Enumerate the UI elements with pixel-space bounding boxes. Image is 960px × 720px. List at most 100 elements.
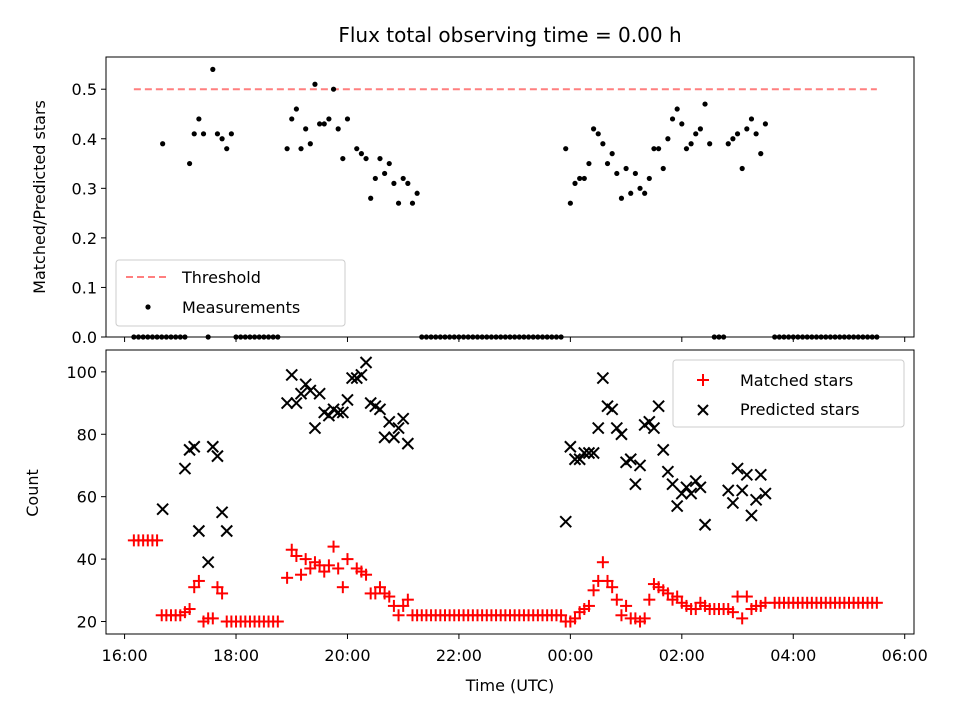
predicted-stars-point	[564, 440, 577, 453]
measurement-point	[762, 121, 769, 127]
measurement-point	[214, 131, 221, 137]
x-tick-label: 16:00	[102, 646, 148, 665]
measurement-point	[312, 81, 318, 87]
bottom-axes-frame	[105, 349, 915, 635]
predicted-stars-point	[661, 465, 675, 478]
measurement-point	[335, 126, 341, 132]
measurement-point	[358, 151, 365, 157]
predicted-stars-point	[201, 556, 215, 569]
measurement-point	[609, 151, 615, 157]
measurement-point	[186, 160, 193, 167]
top-legend: Threshold Measurements	[115, 259, 346, 327]
predicted-stars-point	[596, 371, 610, 385]
legend-measurements-label: Measurements	[182, 298, 300, 317]
matched-stars-point	[587, 584, 600, 597]
measurement-point	[191, 131, 197, 137]
measurement-point	[637, 185, 643, 191]
predicted-stars-point	[345, 371, 359, 385]
measurement-point	[317, 121, 323, 127]
top-marks	[131, 66, 880, 340]
measurement-point	[160, 141, 166, 147]
predicted-stars-point	[396, 412, 410, 425]
measurement-point	[758, 151, 764, 157]
predicted-stars-point	[211, 449, 224, 463]
predicted-stars-point	[373, 403, 387, 416]
predicted-stars-point	[610, 421, 624, 435]
measurement-point	[646, 175, 652, 182]
matched-stars-point	[736, 612, 749, 625]
measurement-point	[725, 141, 731, 147]
measurement-point	[614, 170, 620, 177]
predicted-stars-point	[156, 502, 169, 516]
measurement-point	[707, 141, 713, 147]
measurement-point	[303, 126, 309, 132]
predicted-stars-point	[633, 459, 647, 472]
matched-stars-point	[206, 612, 219, 625]
predicted-stars-point	[666, 477, 679, 491]
predicted-stars-point	[308, 421, 322, 435]
predicted-stars-point	[559, 515, 572, 528]
predicted-stars-point	[670, 499, 684, 513]
measurement-point	[623, 165, 629, 172]
matched-stars-point	[188, 581, 201, 594]
matched-stars-point	[569, 612, 582, 625]
y-tick-label: 0.2	[72, 229, 97, 248]
predicted-stars-point	[331, 406, 345, 419]
measurement-point	[618, 195, 625, 201]
x-tick-label: 00:00	[547, 646, 593, 665]
measurement-point	[679, 121, 685, 127]
predicted-stars-point	[684, 487, 698, 500]
matched-stars-point	[285, 543, 298, 556]
predicted-stars-point	[735, 484, 749, 497]
matched-stars-point	[299, 553, 312, 566]
predicted-stars-point	[401, 437, 415, 450]
predicted-stars-point	[304, 384, 317, 397]
top-legend-box	[115, 259, 346, 327]
measurement-point	[581, 175, 587, 182]
bottom-y-axis-label: Count	[23, 469, 42, 517]
matched-stars-point	[151, 534, 164, 547]
measurement-point	[228, 131, 234, 137]
measurement-point	[219, 136, 225, 142]
predicted-stars-point	[336, 406, 350, 419]
predicted-stars-point	[294, 387, 308, 400]
measurement-point	[377, 155, 383, 162]
matched-stars-point	[271, 615, 284, 628]
measurement-point	[340, 155, 346, 162]
matched-stars-point	[596, 556, 609, 569]
measurement-point	[628, 190, 634, 196]
measurement-point	[344, 116, 351, 122]
predicted-stars-point	[322, 409, 336, 422]
bottom-y-ticks: 20 40 60 80 100	[66, 363, 106, 632]
matched-stars-point	[397, 599, 410, 612]
measurement-point	[660, 165, 666, 172]
predicted-stars-point	[652, 399, 665, 413]
measurement-point	[697, 126, 703, 132]
matched-stars-point	[615, 609, 628, 622]
x-tick-label: 06:00	[882, 646, 928, 665]
measurement-point	[753, 131, 759, 137]
predicted-stars-point	[568, 453, 582, 466]
measurement-point	[405, 180, 411, 186]
matched-stars-point	[341, 553, 354, 566]
matched-stars-point	[295, 568, 308, 581]
matched-stars-point	[216, 587, 229, 600]
measurement-point	[298, 146, 304, 152]
measurement-point	[590, 126, 597, 132]
measurement-point	[604, 160, 611, 167]
top-x-ticks	[124, 337, 906, 342]
measurement-point	[196, 116, 202, 122]
predicted-stars-point	[587, 446, 600, 460]
predicted-stars-point	[675, 487, 689, 500]
measurement-point	[368, 195, 374, 201]
predicted-stars-point	[188, 440, 201, 453]
bottom-legend-box	[672, 359, 905, 428]
measurement-point	[600, 141, 606, 147]
predicted-stars-point	[192, 524, 206, 538]
x-tick-label: 20:00	[324, 646, 370, 665]
measurement-point	[734, 131, 741, 137]
measurement-point	[330, 86, 337, 92]
predicted-stars-point	[392, 421, 405, 435]
measurement-point	[567, 200, 573, 206]
